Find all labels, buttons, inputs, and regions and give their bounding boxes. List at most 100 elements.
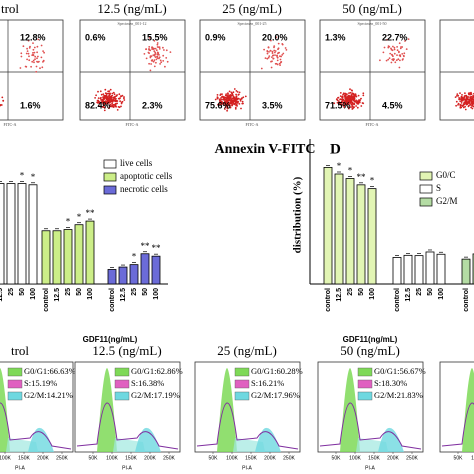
cell-dot [455, 100, 458, 103]
cell-dot [108, 92, 111, 95]
panel-header: 25 (ng/mL) [222, 1, 282, 16]
cell-dot [272, 57, 275, 60]
cell-dot [148, 52, 151, 55]
g2-peak [28, 427, 54, 452]
legend-swatch [103, 185, 117, 195]
cell-dot [470, 99, 472, 102]
cell-dot [230, 102, 233, 105]
cell-dot [143, 53, 146, 55]
bar [74, 224, 84, 285]
cell-dot [472, 96, 474, 99]
cell-dot [150, 59, 153, 62]
cell-dot [169, 51, 172, 53]
cell-dot [356, 106, 359, 109]
cell-dot [349, 91, 352, 94]
cell-dot [224, 104, 226, 106]
phase-percent: S:16.38% [131, 378, 164, 388]
cell-dot [349, 102, 352, 104]
cell-dot [471, 104, 474, 106]
cell-dot [150, 63, 153, 65]
specimen-label: Specimen_001-50 [357, 21, 386, 26]
cell-dot [32, 42, 34, 44]
panel-header: 12.5 (ng/mL) [97, 1, 166, 16]
legend-label: G2/M [436, 196, 458, 206]
cell-dot [462, 99, 464, 102]
cell-dot [460, 95, 463, 98]
cell-dot [228, 90, 231, 93]
cell-dot [271, 52, 274, 54]
cell-dot [456, 95, 458, 97]
cell-dot [345, 93, 348, 96]
x-tick-label: 100K [106, 455, 118, 461]
cell-dot [156, 43, 159, 46]
x-tick-label: 12.5 [336, 288, 343, 302]
cell-dot [341, 98, 343, 101]
cell-dot [276, 59, 279, 62]
cell-dot [156, 42, 159, 44]
cell-dot [279, 58, 282, 61]
cell-dot [108, 105, 111, 108]
cell-dot [232, 100, 235, 102]
cell-dot [109, 95, 112, 98]
cell-dot [149, 56, 152, 59]
cell-dot [348, 92, 350, 94]
axis-label: FITC-A [4, 122, 17, 127]
cell-dot [458, 97, 460, 99]
quadrant-percent: 15.5% [142, 32, 168, 42]
cell-dot [152, 60, 155, 63]
cell-dot [230, 94, 233, 97]
cell-dot [224, 106, 227, 108]
cell-dot [347, 101, 350, 104]
cell-dot [235, 93, 238, 96]
cell-dot [229, 105, 232, 107]
cell-dot [403, 52, 406, 55]
cell-dot [235, 90, 238, 92]
cell-dot [393, 58, 395, 61]
cell-dot [348, 103, 350, 105]
cell-dot [153, 65, 156, 68]
x-tick-label: 50K [332, 455, 342, 461]
phase-swatch [357, 367, 373, 377]
cell-dot [342, 99, 345, 101]
cell-dot [277, 42, 280, 45]
cell-dot [157, 46, 160, 48]
cell-dot [338, 100, 340, 103]
cell-dot [232, 91, 235, 94]
cell-dot [224, 96, 227, 99]
x-tick-label: 25 [416, 288, 423, 296]
cell-dot [470, 102, 473, 105]
cell-dot [391, 58, 394, 61]
x-axis-label: GDF11(ng/mL) [83, 335, 138, 344]
cell-dot [95, 94, 97, 97]
cell-dot [457, 102, 460, 105]
cell-dot [389, 52, 392, 55]
phase-swatch [114, 367, 130, 377]
cell-dot [393, 48, 396, 51]
cell-dot [464, 108, 467, 111]
cell-dot [239, 99, 242, 102]
x-tick-label: control [463, 288, 470, 312]
cell-dot [40, 44, 43, 47]
cell-dot [466, 100, 468, 103]
cell-dot [226, 97, 229, 99]
cell-dot [164, 65, 166, 68]
quadrant-percent: 82.4% [85, 100, 111, 110]
cell-dot [105, 95, 108, 98]
cell-dot [335, 98, 338, 101]
cell-dot [33, 61, 35, 64]
cell-dot [264, 57, 267, 59]
cell-dot [226, 109, 229, 112]
cell-dot [403, 55, 405, 58]
cell-dot [277, 48, 279, 51]
phase-swatch [7, 379, 23, 389]
cell-dot [455, 104, 457, 107]
cell-dot [357, 100, 360, 103]
cell-dot [348, 94, 350, 97]
x-tick-label: 100 [87, 288, 94, 300]
cell-dot [111, 105, 113, 107]
cell-dot [396, 46, 398, 48]
cell-dot [267, 46, 270, 48]
cell-dot [359, 99, 361, 101]
g1-peak [97, 368, 117, 452]
x-tick-label: 12.5 [405, 288, 412, 302]
